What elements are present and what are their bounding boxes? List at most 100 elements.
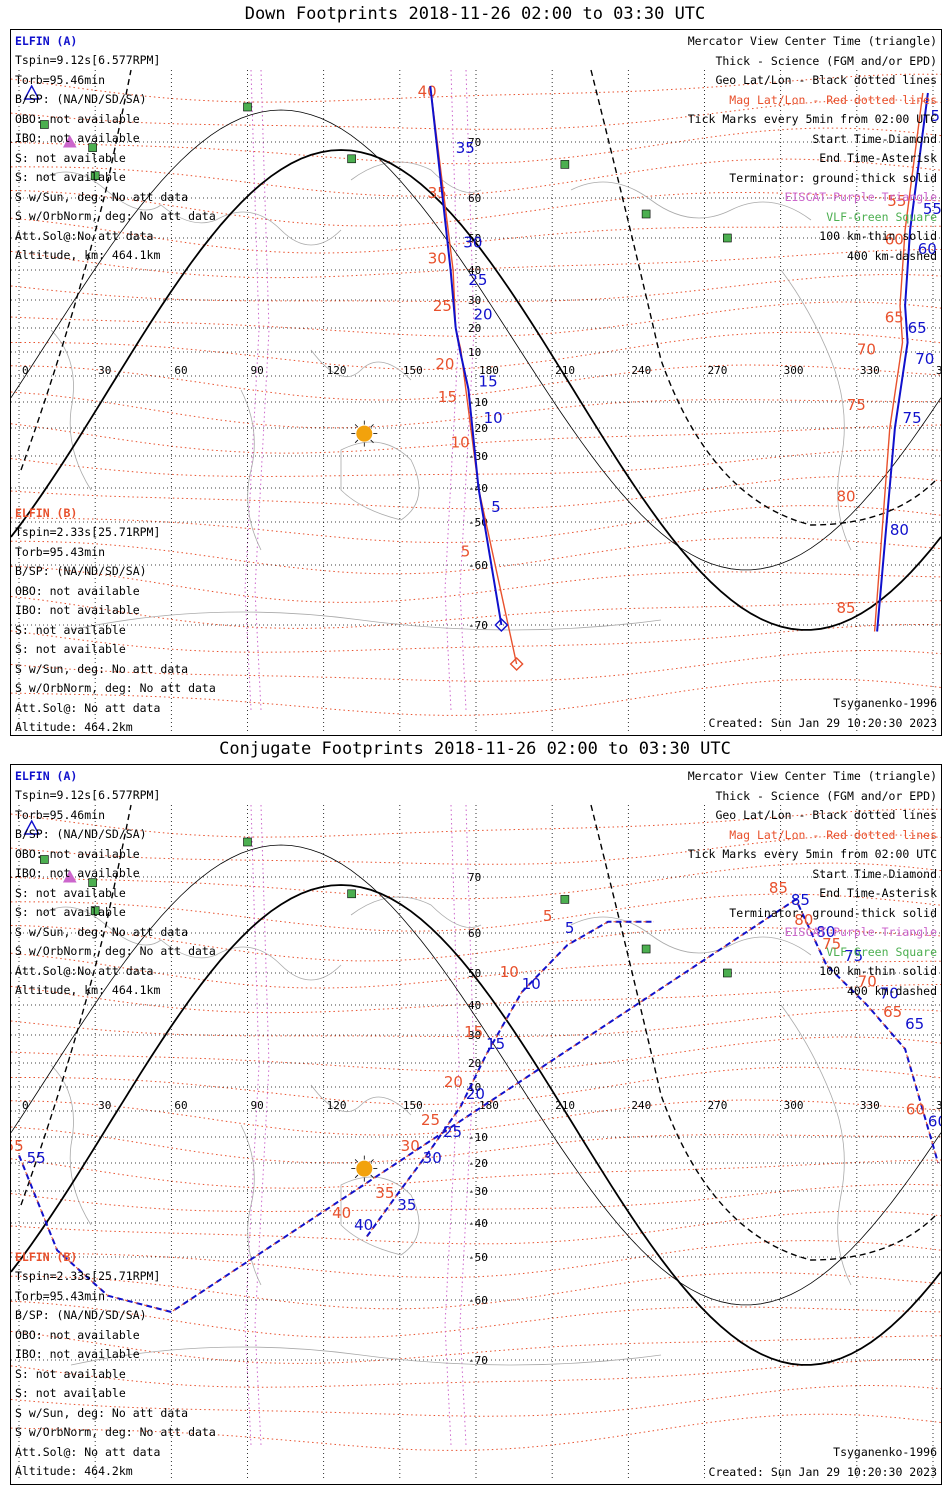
panel-title-down: Down Footprints 2018-11-26 02:00 to 03:3… <box>244 4 706 24</box>
legend-line: 400 km-dashed <box>846 983 937 998</box>
track-tick-label: 40 <box>354 1216 373 1234</box>
elfin-a-info: S w/Sun, deg: No att data <box>15 189 189 204</box>
start-time-diamond <box>509 657 524 671</box>
track-tick-label: 75 <box>847 396 866 414</box>
lon-tick-label: 270 <box>708 364 728 377</box>
mag-lat-line <box>11 893 941 932</box>
coastline <box>350 896 482 928</box>
lat-tick-label: -20 <box>468 1157 488 1170</box>
footprint-track <box>365 920 654 1238</box>
track-tick-label: 25 <box>468 271 487 289</box>
lon-tick-label: 30 <box>98 364 111 377</box>
lat-tick-label: -70 <box>468 1354 488 1367</box>
track-tick-label: 75 <box>903 409 922 427</box>
track-tick-label-mag: 30 <box>401 1137 420 1155</box>
track-tick-label-mag: 10 <box>500 963 519 981</box>
elfin-a-label: ELFIN (A) <box>15 769 78 783</box>
legend-line: Tick Marks every 5min from 02:00 UTC <box>687 112 937 126</box>
track-tick-label: 10 <box>522 975 541 993</box>
legend-line: Geo Lat/Lon - Black dotted lines <box>715 73 937 87</box>
track-tick-label: 70 <box>857 340 876 358</box>
mag-lat-line <box>11 565 941 603</box>
elfin-a-info: Altitude, km: 464.1km <box>15 983 161 997</box>
mag-lat-line <box>11 1300 941 1338</box>
track-tick-label: 70 <box>915 350 934 368</box>
vlf-station-marker <box>560 160 570 169</box>
track-tick-label-mag: 80 <box>794 911 813 929</box>
mag-lon-line <box>444 804 460 1446</box>
lat-tick-label: -50 <box>468 1251 488 1264</box>
lon-tick-label: 330 <box>860 1099 880 1112</box>
sun-ray <box>354 439 359 444</box>
legend-line: End Time-Asterisk <box>819 886 937 900</box>
mag-lat-line <box>11 537 941 575</box>
elfin-b-info: OBO: not available <box>15 1327 140 1342</box>
elfin-a-info: Torb=95.46min <box>15 72 106 87</box>
vlf-station-marker <box>40 855 49 864</box>
elfin-a-info: Tspin=9.12s[6.577RPM] <box>15 788 161 802</box>
track-tick-label: 70 <box>880 985 899 1003</box>
legend-line: Geo Lat/Lon - Black dotted lines <box>715 808 937 822</box>
track-tick-label: 10 <box>451 434 470 452</box>
lat-tick-label: 30 <box>468 1029 481 1042</box>
legend-line: Terminator: ground-thick solid <box>729 170 937 185</box>
coastline <box>350 161 482 193</box>
track-tick-label-mag: 40 <box>332 1204 351 1222</box>
mag-lat-line <box>11 391 941 429</box>
elfin-b-info: IBO: not available <box>15 1347 140 1361</box>
legend-line: Mag Lat/Lon - Red dotted lines <box>729 827 937 842</box>
sun-icon <box>356 425 373 442</box>
lon-tick-label: 60 <box>174 364 187 377</box>
elfin-a-info: S: not available <box>15 150 126 165</box>
lat-tick-label: -60 <box>468 1294 488 1307</box>
lon-tick-label: 270 <box>708 1099 728 1112</box>
lon-tick-label: 300 <box>784 1099 804 1112</box>
elfin-b-info: Torb=95.43min <box>15 544 106 559</box>
track-tick-label: 65 <box>908 319 927 337</box>
lon-tick-label: 300 <box>784 364 804 377</box>
track-tick-label-mag: 55 <box>11 1137 24 1155</box>
coastline <box>50 329 92 491</box>
vlf-station-marker <box>88 878 97 887</box>
mag-lon-line <box>444 69 460 711</box>
track-tick-label: 80 <box>890 521 909 539</box>
vlf-station-marker <box>560 895 570 904</box>
coastline <box>310 1084 412 1116</box>
track-tick-label-mag: 25 <box>421 1111 440 1129</box>
legend-line: Mercator View Center Time (triangle) <box>687 769 937 783</box>
eiscat-triangle <box>62 134 77 148</box>
track-tick-label: 30 <box>428 250 447 268</box>
terminator-ground <box>11 149 941 631</box>
chart-panel-conjugate: 0 30 60 90 120 150 180 210 240 270 300 330 360 70 60 50… <box>10 764 942 1485</box>
terminator-400km <box>20 69 937 526</box>
track-tick-label: 75 <box>844 947 863 965</box>
footprint-track <box>429 85 503 626</box>
track-tick-label: 80 <box>837 488 856 506</box>
map-plot: 0306090120150180210240270300330360706050… <box>11 69 941 731</box>
mag-lat-line <box>11 1272 941 1310</box>
elfin-b-info: IBO: not available <box>15 603 140 617</box>
elfin-a-info: IBO: not available <box>15 866 140 880</box>
track-tick-label: 65 <box>885 308 904 326</box>
lat-tick-label: -70 <box>468 619 488 632</box>
track-tick-label: 55 <box>887 192 906 210</box>
legend-line: Start Time-Diamond <box>812 131 937 146</box>
sun-ray <box>354 424 359 428</box>
lon-tick-label: 180 <box>479 1099 499 1112</box>
lon-tick-label: 360 <box>936 1099 941 1112</box>
lon-tick-label: 60 <box>174 1099 187 1112</box>
track-tick-label: 20 <box>473 306 492 324</box>
track-tick-label: 10 <box>484 409 503 427</box>
vlf-station-marker <box>641 944 651 954</box>
elfin-b-info: S w/OrbNorm, deg: No att data <box>15 1425 216 1439</box>
sun-ray <box>354 1159 359 1163</box>
coastline <box>50 1064 92 1226</box>
track-tick-label-mag: 75 <box>822 935 841 953</box>
lon-tick-label: 210 <box>555 364 575 377</box>
track-tick-label: 80 <box>816 923 835 941</box>
track-tick-label: 15 <box>479 372 498 390</box>
track-tick-label: 60 <box>885 230 904 248</box>
legend-line: Thick - Science (FGM and/or EPD) <box>715 788 937 803</box>
lat-tick-label: 50 <box>468 967 481 980</box>
vlf-station-marker <box>641 209 651 219</box>
